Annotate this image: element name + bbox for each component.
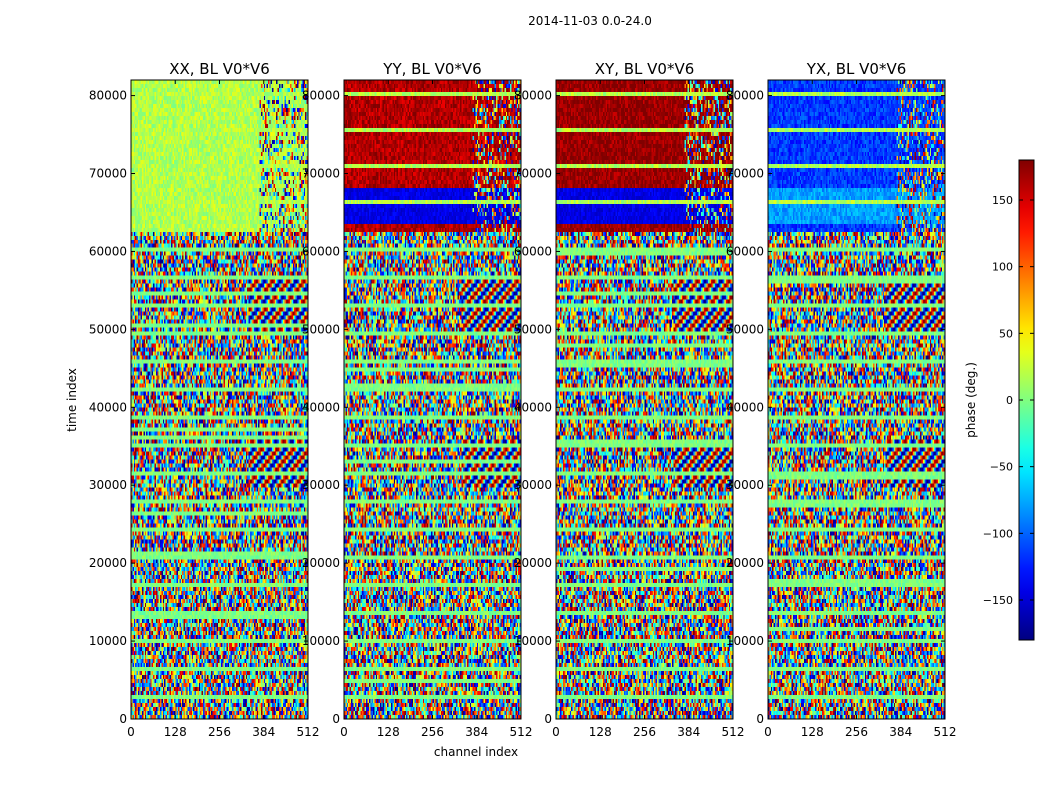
- panel-2: YY, BL V0*V6 0 128 256 384 512 0 10000 20000 3000…: [302, 60, 533, 739]
- x-tick-label: 128: [801, 725, 824, 739]
- panel-title: XX, BL V0*V6: [169, 60, 270, 78]
- y-tick-label: 80000: [89, 89, 127, 103]
- x-tick-label: 256: [633, 725, 656, 739]
- y-tick-label: 70000: [302, 167, 340, 181]
- x-tick-label: 384: [465, 725, 488, 739]
- x-tick-label: 0: [764, 725, 772, 739]
- y-tick-label: 80000: [302, 89, 340, 103]
- heatmap-image: [344, 80, 521, 719]
- x-tick-label: 256: [421, 725, 444, 739]
- heatmap-image: [131, 80, 308, 719]
- colorbar-tick-label: 50: [999, 327, 1013, 340]
- colorbar-tick-label: −50: [990, 461, 1013, 474]
- x-tick-label: 256: [208, 725, 231, 739]
- y-tick-label: 60000: [89, 244, 127, 258]
- y-tick-label: 30000: [89, 478, 127, 492]
- y-tick-label: 10000: [726, 634, 764, 648]
- x-tick-label: 384: [252, 725, 275, 739]
- y-tick-label: 40000: [89, 400, 127, 414]
- y-axis-label: time index: [65, 368, 79, 432]
- x-tick-label: 128: [377, 725, 400, 739]
- colorbar-tick-label: −100: [983, 527, 1013, 540]
- y-tick-label: 10000: [514, 634, 552, 648]
- y-tick-label: 70000: [89, 167, 127, 181]
- heatmap-image: [556, 80, 733, 719]
- colorbar: −150 −100 −50 0 50 100 150 phase (deg.): [964, 159, 1035, 641]
- y-tick-label: 20000: [89, 556, 127, 570]
- colorbar-tick-label: −150: [983, 594, 1013, 607]
- y-tick-label: 40000: [514, 400, 552, 414]
- y-tick-label: 0: [756, 712, 764, 726]
- y-tick-label: 20000: [514, 556, 552, 570]
- y-tick-label: 30000: [302, 478, 340, 492]
- y-tick-label: 60000: [514, 244, 552, 258]
- y-tick-label: 30000: [514, 478, 552, 492]
- y-tick-label: 20000: [302, 556, 340, 570]
- x-tick-label: 0: [340, 725, 348, 739]
- panel-1: XX, BL V0*V6 0 128 256 384 512 0 10000 20000 3000…: [89, 60, 320, 739]
- y-tick-label: 0: [544, 712, 552, 726]
- y-tick-label: 40000: [302, 400, 340, 414]
- x-tick-label: 256: [845, 725, 868, 739]
- y-tick-label: 30000: [726, 478, 764, 492]
- y-tick-label: 60000: [302, 244, 340, 258]
- y-tick-label: 50000: [514, 322, 552, 336]
- panel-title: XY, BL V0*V6: [595, 60, 695, 78]
- x-tick-label: 512: [934, 725, 957, 739]
- x-axis-label: channel index: [434, 745, 518, 759]
- colorbar-label: phase (deg.): [964, 362, 978, 438]
- panel-3: XY, BL V0*V6 0 128 256 384 512 0 10000 20000 3000…: [514, 60, 745, 739]
- x-tick-label: 512: [297, 725, 320, 739]
- y-tick-label: 10000: [302, 634, 340, 648]
- x-tick-label: 128: [164, 725, 187, 739]
- y-tick-label: 20000: [726, 556, 764, 570]
- panel-title: YY, BL V0*V6: [382, 60, 481, 78]
- x-tick-label: 384: [889, 725, 912, 739]
- colorbar-tick-label: 0: [1006, 394, 1013, 407]
- panel-4: YX, BL V0*V6 0 128 256 384 512 0 10000 20000 3000…: [726, 60, 957, 739]
- colorbar-gradient: [1019, 160, 1034, 640]
- y-tick-label: 0: [332, 712, 340, 726]
- x-tick-label: 512: [722, 725, 745, 739]
- colorbar-tick-label: 150: [992, 194, 1013, 207]
- panels-group: XX, BL V0*V6 0 128 256 384 512 0 10000 20000 3000…: [89, 60, 957, 739]
- x-tick-label: 0: [552, 725, 560, 739]
- y-tick-label: 10000: [89, 634, 127, 648]
- x-tick-label: 512: [510, 725, 533, 739]
- y-tick-label: 80000: [514, 89, 552, 103]
- x-tick-label: 0: [127, 725, 135, 739]
- panel-title: YX, BL V0*V6: [806, 60, 907, 78]
- y-tick-label: 50000: [89, 322, 127, 336]
- x-tick-label: 128: [589, 725, 612, 739]
- x-tick-label: 384: [677, 725, 700, 739]
- y-tick-label: 70000: [514, 167, 552, 181]
- y-tick-label: 0: [119, 712, 127, 726]
- y-tick-label: 40000: [726, 400, 764, 414]
- y-tick-label: 70000: [726, 167, 764, 181]
- colorbar-tick-label: 100: [992, 261, 1013, 274]
- heatmap-image: [768, 80, 945, 719]
- figure-suptitle: 2014-11-03 0.0-24.0: [528, 14, 652, 28]
- y-tick-label: 50000: [302, 322, 340, 336]
- y-tick-label: 80000: [726, 89, 764, 103]
- y-tick-label: 50000: [726, 322, 764, 336]
- y-tick-label: 60000: [726, 244, 764, 258]
